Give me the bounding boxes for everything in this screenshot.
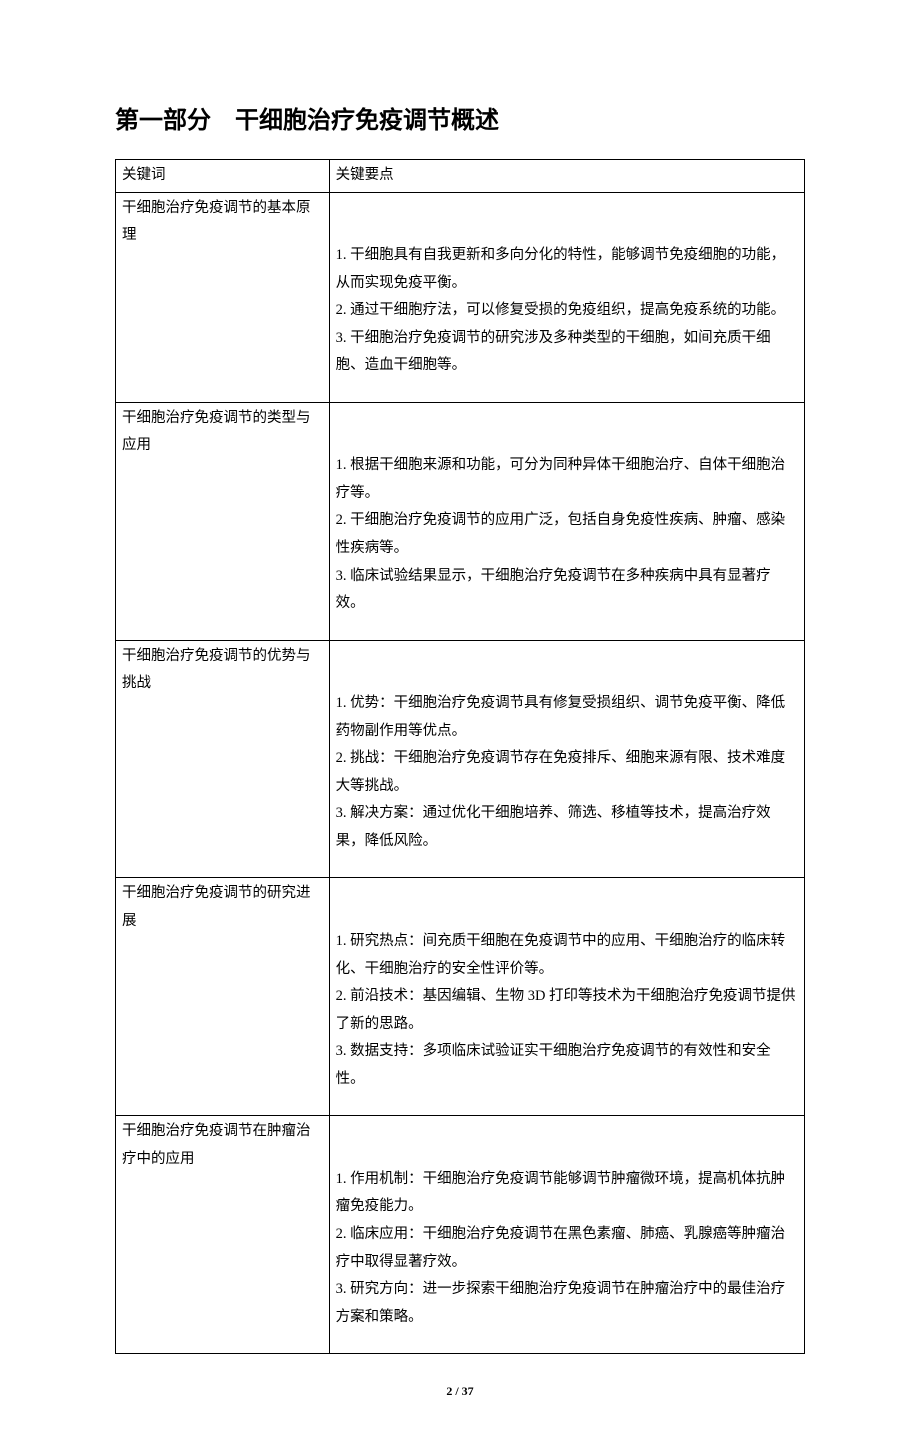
table-row: 干细胞治疗免疫调节在肿瘤治疗中的应用 1. 作用机制：干细胞治疗免疫调节能够调节… [116,1116,805,1354]
table-row: 干细胞治疗免疫调节的优势与挑战 1. 优势：干细胞治疗免疫调节具有修复受损组织、… [116,640,805,878]
header-keyword: 关键词 [116,160,330,193]
table-row: 干细胞治疗免疫调节的类型与应用 1. 根据干细胞来源和功能，可分为同种异体干细胞… [116,402,805,640]
table-row: 干细胞治疗免疫调节的基本原理 1. 干细胞具有自我更新和多向分化的特性，能够调节… [116,192,805,402]
row-points: 1. 研究热点：间充质干细胞在免疫调节中的应用、干细胞治疗的临床转化、干细胞治疗… [329,878,804,1116]
key-points-table: 关键词 关键要点 干细胞治疗免疫调节的基本原理 1. 干细胞具有自我更新和多向分… [115,159,805,1354]
row-keyword: 干细胞治疗免疫调节在肿瘤治疗中的应用 [116,1116,330,1354]
table-row: 干细胞治疗免疫调节的研究进展 1. 研究热点：间充质干细胞在免疫调节中的应用、干… [116,878,805,1116]
row-points: 1. 优势：干细胞治疗免疫调节具有修复受损组织、调节免疫平衡、降低药物副作用等优… [329,640,804,878]
row-keyword: 干细胞治疗免疫调节的基本原理 [116,192,330,402]
header-points: 关键要点 [329,160,804,193]
row-keyword: 干细胞治疗免疫调节的类型与应用 [116,402,330,640]
section-title: 第一部分 干细胞治疗免疫调节概述 [115,100,805,135]
table-header-row: 关键词 关键要点 [116,160,805,193]
row-keyword: 干细胞治疗免疫调节的研究进展 [116,878,330,1116]
page-number: 2 / 37 [115,1384,805,1399]
row-points: 1. 干细胞具有自我更新和多向分化的特性，能够调节免疫细胞的功能，从而实现免疫平… [329,192,804,402]
row-keyword: 干细胞治疗免疫调节的优势与挑战 [116,640,330,878]
row-points: 1. 作用机制：干细胞治疗免疫调节能够调节肿瘤微环境，提高机体抗肿瘤免疫能力。 … [329,1116,804,1354]
row-points: 1. 根据干细胞来源和功能，可分为同种异体干细胞治疗、自体干细胞治疗等。 2. … [329,402,804,640]
